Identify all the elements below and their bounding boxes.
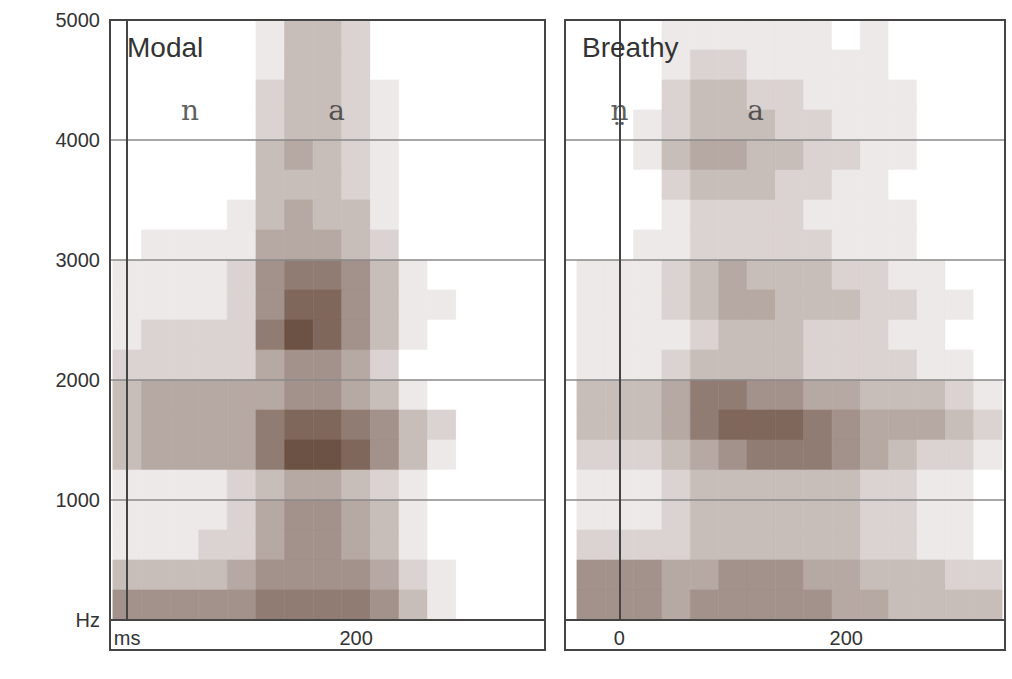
svg-text:Hz: Hz <box>76 609 100 631</box>
svg-text:n: n <box>181 94 199 127</box>
svg-text:1000: 1000 <box>56 489 101 511</box>
svg-text:2000: 2000 <box>56 369 101 391</box>
svg-text:4000: 4000 <box>56 129 101 151</box>
svg-text:ms: ms <box>114 627 141 649</box>
svg-text:0: 0 <box>614 627 625 649</box>
svg-text:Breathy: Breathy <box>582 32 679 63</box>
svg-text:n̤: n̤ <box>610 94 628 127</box>
svg-text:200: 200 <box>339 627 372 649</box>
svg-text:200: 200 <box>830 627 863 649</box>
svg-text:3000: 3000 <box>56 249 101 271</box>
svg-text:a: a <box>747 94 764 127</box>
svg-text:a: a <box>328 94 345 127</box>
svg-text:5000: 5000 <box>56 9 101 31</box>
svg-text:Modal: Modal <box>127 32 203 63</box>
